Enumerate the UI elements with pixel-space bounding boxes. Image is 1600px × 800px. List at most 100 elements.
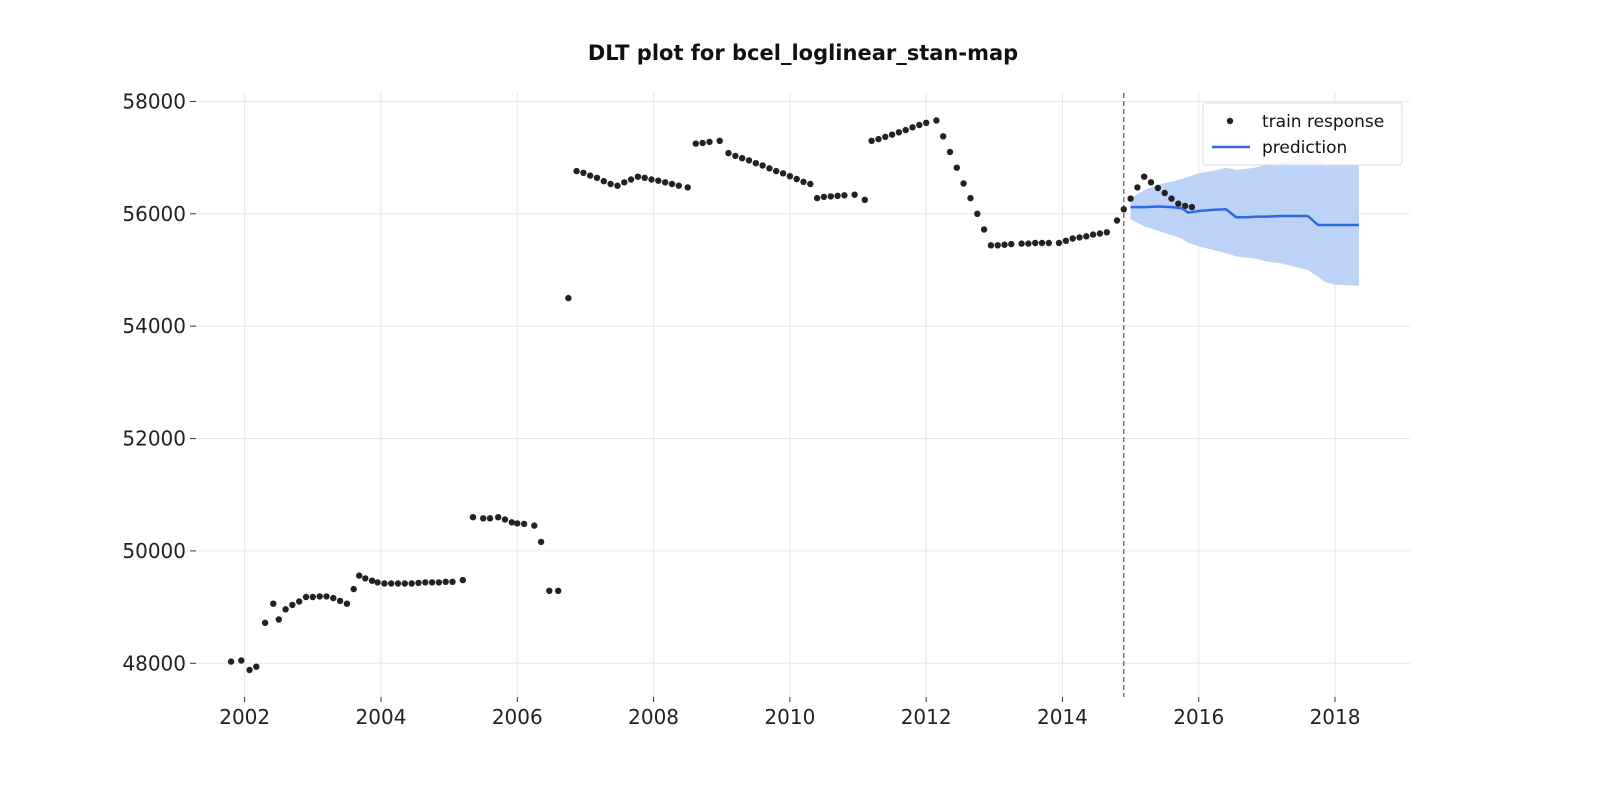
train-response-point [813,194,821,202]
train-response-point [1069,235,1076,242]
train-response-point [1045,239,1053,247]
train-response-point [469,514,477,521]
legend-box [1202,102,1403,166]
train-response-point [388,580,395,587]
y-tick-label: 58000 [122,89,186,113]
train-response-point [725,149,732,157]
train-response-point [309,593,316,601]
train-response-point [1113,217,1121,224]
prediction-interval [1130,157,1359,286]
train-response-point [1147,179,1155,186]
train-response-point [916,121,923,129]
train-response-point [531,522,538,529]
train-response-point [648,176,655,183]
train-response-point [495,514,502,521]
legend: train response prediction [1202,102,1403,166]
train-response-point [641,174,648,181]
train-response-point [508,519,515,526]
train-response-point [514,520,521,527]
train-response-point [668,180,676,188]
train-response-point [1181,202,1189,210]
train-response-point [1161,189,1168,197]
train-response-point [634,173,642,180]
train-response-point [368,577,376,584]
train-response-point [573,167,580,175]
train-response-point [675,182,682,189]
train-response-point [662,179,669,186]
prediction-interval-band [1130,157,1359,286]
train-response-point [800,178,807,185]
train-response-point [1096,230,1104,237]
train-response-points [227,117,1196,674]
train-response-point [779,170,787,177]
train-response-point [902,126,909,134]
train-response-point [607,180,614,188]
axes: 2002 2004 2006 2008 2010 2012 2014 2016 2018 4800… [122,89,1360,729]
x-tick-label: 2002 [219,705,270,729]
train-response-point [415,579,422,587]
train-response-point [820,193,828,201]
train-response-point [546,587,553,594]
train-response-point [350,585,357,593]
train-response-point [401,580,408,587]
train-response-point [442,578,449,585]
train-response-point [555,587,562,594]
y-tick-label: 52000 [122,427,186,451]
train-response-point [587,172,594,179]
y-tick-label: 56000 [122,202,186,226]
train-response-point [1083,233,1090,240]
train-response-point [627,176,635,183]
train-response-point [501,516,509,523]
train-response-point [994,242,1001,249]
train-response-point [1103,229,1111,236]
train-response-point [851,191,858,198]
train-response-point [888,131,896,138]
train-response-point [759,162,766,169]
legend-label-train-response: train response [1262,112,1384,132]
train-response-point [316,593,323,600]
train-response-point [773,167,780,175]
train-response-point [600,178,607,185]
train-response-point [486,515,494,522]
train-response-point [246,666,253,674]
train-response-point [974,210,981,217]
train-response-point [336,597,344,605]
train-response-point [330,594,337,602]
train-response-point [868,137,875,144]
train-response-point [1089,231,1097,238]
train-response-point [960,180,967,187]
train-response-point [580,169,587,176]
train-response-point [909,124,916,131]
train-response-point [684,184,691,191]
train-response-point [270,600,277,607]
train-response-point [593,174,601,181]
train-response-point [343,600,351,607]
x-tick-label: 2008 [628,705,679,729]
train-response-point [520,520,528,528]
train-response-point [227,658,235,665]
train-response-point [1154,184,1162,192]
legend-marker-train-response [1226,117,1234,125]
train-response-point [655,177,662,184]
train-response-point [793,175,800,183]
train-response-point [1141,173,1148,180]
train-response-point [752,160,759,167]
train-response-point [275,616,282,623]
train-response-point [1062,237,1070,244]
train-response-point [422,579,429,586]
train-response-point [1001,241,1008,248]
train-response-point [946,148,954,156]
train-response-point [394,580,402,587]
y-tick-label: 50000 [122,539,186,563]
train-response-point [1134,184,1141,191]
train-response-point [699,139,706,147]
train-response-point [1018,240,1025,247]
train-response-point [827,193,834,200]
train-response-point [238,657,245,664]
x-tick-label: 2010 [764,705,815,729]
train-response-point [745,157,753,164]
train-response-point [716,137,723,144]
train-response-point [480,515,487,522]
x-tick-label: 2012 [901,705,952,729]
